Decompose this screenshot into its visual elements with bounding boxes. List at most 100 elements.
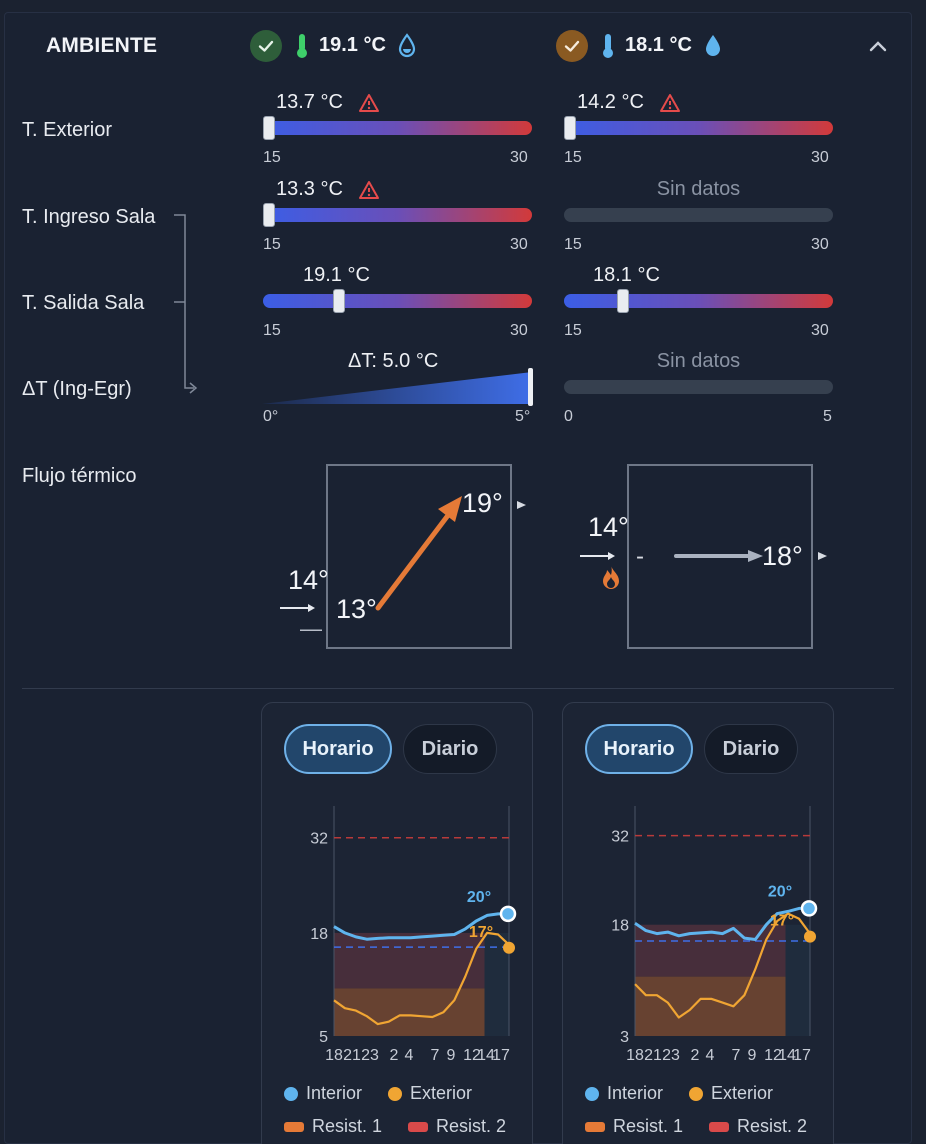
inflow-arrow-icon xyxy=(280,604,315,612)
legend-r1-label: Resist. 1 xyxy=(613,1116,684,1136)
col1-ingreso-min: 15 xyxy=(263,236,281,253)
col2-ingreso-max: 30 xyxy=(811,236,829,253)
legend-r1-1: Resist. 1 xyxy=(284,1116,382,1137)
x-tick-label: 18 xyxy=(325,1047,343,1064)
row-label-delta: ΔT (Ing-Egr) xyxy=(22,378,132,400)
tab-horario-2[interactable]: Horario xyxy=(585,724,693,774)
col1-salida-max: 30 xyxy=(510,322,528,339)
ok-status-badge xyxy=(250,30,282,62)
interior-end-label: 20° xyxy=(467,889,491,906)
y-tick-label: 32 xyxy=(310,831,328,848)
legend-interior-label: Interior xyxy=(607,1083,664,1103)
col1-ingreso-max: 30 xyxy=(510,236,528,253)
x-tick-label: 7 xyxy=(431,1047,440,1064)
col1-ingreso-bar xyxy=(263,208,532,222)
interior-series-line xyxy=(333,912,509,941)
col1-flow-room xyxy=(326,464,512,649)
col2-salida-max: 30 xyxy=(811,322,829,339)
col2-delta-nodata: Sin datos xyxy=(656,350,741,372)
resist2-legend-swatch xyxy=(408,1121,428,1132)
x-tick-label: 12 xyxy=(463,1047,481,1064)
exterior-legend-dot xyxy=(388,1086,402,1101)
y-tick-label: 18 xyxy=(310,926,328,943)
exterior-end-label: 17° xyxy=(469,924,493,941)
section-divider xyxy=(22,688,894,689)
check-icon xyxy=(564,40,580,52)
interior-legend-dot xyxy=(284,1086,298,1101)
x-tick-label: 9 xyxy=(447,1047,456,1064)
row-label-exterior: T. Exterior xyxy=(22,119,113,141)
tab-diario-2[interactable]: Diario xyxy=(704,724,798,774)
y-tick-label: 3 xyxy=(620,1029,629,1046)
x-tick-label: 21 xyxy=(644,1047,662,1064)
exterior-end-point xyxy=(804,930,816,943)
x-tick-label: 4 xyxy=(405,1047,414,1064)
col1-ingreso-knob xyxy=(263,203,275,227)
col1-delta-min: 0° xyxy=(263,408,279,425)
col1-exterior-value: 13.7 °C xyxy=(276,91,343,113)
x-tick-label: 4 xyxy=(706,1047,715,1064)
x-tick-label: 23 xyxy=(361,1047,379,1064)
exterior-end-label: 17° xyxy=(770,913,794,930)
warning-triangle-icon xyxy=(359,181,379,199)
chart-card-1 xyxy=(261,702,533,1144)
legend-exterior-2: Exterior xyxy=(689,1083,773,1104)
legend-r2-1: Resist. 2 xyxy=(408,1116,506,1137)
col1-exterior-max: 30 xyxy=(510,149,528,166)
x-tick-label: 23 xyxy=(662,1047,680,1064)
inflow-arrow-icon xyxy=(580,552,615,560)
col2-exterior-bar xyxy=(564,121,833,135)
idle-band xyxy=(785,924,810,1036)
tab-horario-1[interactable]: Horario xyxy=(284,724,392,774)
col2-flow-arrow xyxy=(674,550,763,562)
col1-flow-arrow xyxy=(375,496,462,611)
x-tick-label: 17 xyxy=(492,1047,510,1064)
col2-ingreso-bar xyxy=(564,208,833,222)
y-tick-label: 5 xyxy=(319,1029,328,1046)
col2-exterior-knob xyxy=(564,116,576,140)
x-tick-label: 21 xyxy=(343,1047,361,1064)
x-tick-label: 14 xyxy=(778,1047,796,1064)
legend-interior-label: Interior xyxy=(306,1083,363,1103)
col2-delta-max: 5 xyxy=(823,408,832,425)
legend-interior-2: Interior xyxy=(585,1083,663,1104)
col2-flow-out: 18° xyxy=(762,541,803,571)
ingress-egress-connector xyxy=(174,214,198,394)
warning-triangle-icon xyxy=(359,94,379,112)
exterior-end-point xyxy=(503,941,515,954)
col2-flow-ext: 14° xyxy=(588,512,629,542)
thermometer-blue-icon xyxy=(603,34,613,58)
col2-ingreso-nodata: Sin datos xyxy=(656,178,741,200)
legend-r2-2: Resist. 2 xyxy=(709,1116,807,1137)
water-drop-filled-icon xyxy=(706,35,720,56)
x-tick-label: 9 xyxy=(748,1047,757,1064)
col1-salida-knob xyxy=(333,289,345,313)
exterior-series-line xyxy=(634,912,811,1019)
thermometer-green-icon xyxy=(297,34,307,58)
resist1-band xyxy=(334,988,485,1036)
legend-exterior-label: Exterior xyxy=(410,1083,473,1103)
header-temp-1: 19.1 °C xyxy=(319,34,386,56)
tab-diario-1[interactable]: Diario xyxy=(403,724,497,774)
legend-r2-label: Resist. 2 xyxy=(436,1116,507,1136)
section-title: AMBIENTE xyxy=(46,34,158,57)
col2-delta-min: 0 xyxy=(564,408,573,425)
col1-exterior-bar xyxy=(263,121,532,135)
col1-salida-min: 15 xyxy=(263,322,281,339)
col1-exterior-min: 15 xyxy=(263,149,281,166)
y-tick-label: 32 xyxy=(611,829,629,846)
collapse-chevron-up-icon[interactable] xyxy=(866,36,890,56)
x-tick-label: 7 xyxy=(732,1047,741,1064)
col2-salida-bar xyxy=(564,294,833,308)
x-tick-label: 2 xyxy=(390,1047,399,1064)
legend-exterior-label: Exterior xyxy=(711,1083,774,1103)
x-tick-label: 18 xyxy=(626,1047,644,1064)
row-label-ingreso: T. Ingreso Sala xyxy=(22,206,156,228)
interior-end-label: 20° xyxy=(768,883,792,900)
col2-exterior-min: 15 xyxy=(564,149,582,166)
col2-delta-bar xyxy=(564,380,833,394)
warning-triangle-icon xyxy=(660,94,680,112)
col2-exterior-value: 14.2 °C xyxy=(577,91,644,113)
resist1-band xyxy=(635,976,786,1036)
legend-r1-2: Resist. 1 xyxy=(585,1116,683,1137)
